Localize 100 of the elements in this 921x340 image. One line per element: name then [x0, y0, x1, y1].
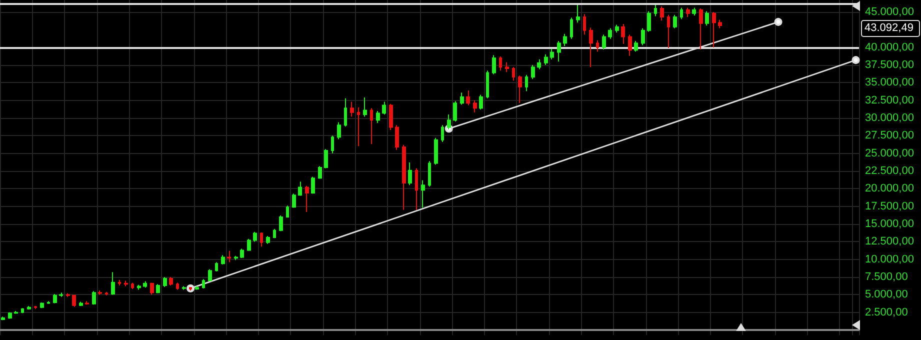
y-tick-label: 5.000,00: [865, 288, 908, 301]
candlestick: [466, 90, 470, 106]
candlestick: [596, 40, 599, 52]
candlestick: [441, 124, 444, 143]
point: [774, 18, 782, 26]
candlestick: [221, 254, 225, 265]
candlestick: [176, 282, 179, 290]
y-tick-label: 15.000,00: [865, 218, 914, 230]
candlestick: [563, 33, 567, 46]
candlestick: [628, 34, 632, 56]
candlestick: [531, 64, 535, 80]
candlestick: [292, 193, 296, 208]
candlestick: [537, 58, 541, 70]
candlestick: [634, 40, 638, 52]
candlestick: [408, 162, 412, 186]
candlestick: [376, 110, 380, 124]
candlestick: [215, 262, 218, 272]
candlestick: [615, 24, 619, 34]
candlestick: [608, 28, 612, 40]
candlestick: [370, 108, 373, 145]
y-tick-label: 12.500,00: [865, 236, 914, 248]
candlestick: [344, 98, 347, 128]
candlestick: [499, 56, 502, 72]
candlestick: [576, 4, 580, 24]
y-tick-label: 20.000,00: [865, 182, 914, 195]
candlestick: [14, 310, 18, 314]
candlestick: [234, 255, 238, 261]
candlestick: [434, 137, 438, 166]
candlestick: [124, 280, 128, 287]
candlestick: [544, 54, 548, 66]
candlestick: [525, 74, 528, 92]
candlestick: [660, 6, 664, 21]
candlestick: [40, 302, 44, 309]
candlestick: [486, 70, 489, 99]
candlestick: [428, 160, 431, 188]
candlestick: [395, 124, 399, 150]
candlestick: [105, 291, 108, 296]
candlestick: [350, 101, 354, 118]
candlestick: [118, 279, 121, 286]
candlestick: [718, 19, 722, 29]
candlestick: [331, 135, 334, 154]
candlestick: [447, 114, 451, 130]
y-tick-label: 32.500,00: [865, 94, 914, 106]
candlestick: [680, 7, 683, 20]
candlestick: [705, 10, 709, 26]
candlestick: [27, 306, 31, 310]
candlestick: [505, 62, 509, 73]
candlestick: [602, 34, 606, 50]
candlestick: [550, 48, 554, 60]
candlestick: [98, 290, 102, 296]
candlestick: [712, 12, 716, 48]
point: [852, 56, 860, 64]
y-tick-label: 22.500,00: [865, 165, 914, 178]
candlestick: [195, 286, 199, 290]
candlestick: [473, 100, 477, 113]
candlestick: [227, 250, 231, 263]
candlestick: [402, 144, 406, 210]
candlestick: [21, 308, 24, 314]
candlestick: [189, 286, 192, 291]
candlestick: [59, 292, 63, 298]
candlestick: [182, 286, 186, 290]
candlestick: [518, 75, 522, 104]
y-tick-label: 25.000,00: [865, 147, 914, 160]
candlestick: [1, 316, 5, 321]
candlestick: [79, 301, 83, 307]
y-tick-label: 10.000,00: [865, 253, 914, 266]
candlestick: [673, 14, 677, 29]
candlestick: [85, 300, 89, 306]
candlestick: [260, 232, 263, 248]
candlestick: [641, 28, 645, 46]
candlestick: [692, 7, 696, 16]
y-tick-label: 7.500,00: [865, 271, 908, 284]
candlestick: [150, 282, 154, 296]
text: 43.092,49: [864, 22, 914, 34]
candlestick: [240, 248, 244, 258]
candlestick: [415, 168, 418, 210]
candlestick: [589, 27, 593, 68]
y-tick-label: 45.000,00: [865, 6, 914, 18]
y-tick-label: 30.000,00: [865, 112, 914, 124]
candlestick: [247, 238, 251, 252]
candlestick: [318, 166, 322, 180]
candlestick: [137, 284, 141, 290]
candlestick: [298, 181, 302, 196]
candlestick: [421, 180, 425, 208]
candlestick: [156, 284, 160, 294]
candlestick: [460, 92, 464, 106]
candlestick: [66, 292, 70, 298]
candlestick: [654, 4, 657, 17]
candlestick: [8, 312, 12, 320]
y-tick-label: 35.000,00: [865, 76, 914, 89]
candlestick: [305, 185, 309, 213]
candlestick: [583, 14, 586, 36]
candlestick: [163, 276, 167, 288]
candlestick: [357, 106, 360, 147]
candlestick: [667, 14, 670, 49]
y-tick-label: 40.000,00: [865, 41, 914, 54]
candlestick: [92, 290, 96, 306]
candlestick: [72, 294, 76, 308]
candlestick: [699, 8, 703, 50]
candlestick: [512, 66, 515, 82]
